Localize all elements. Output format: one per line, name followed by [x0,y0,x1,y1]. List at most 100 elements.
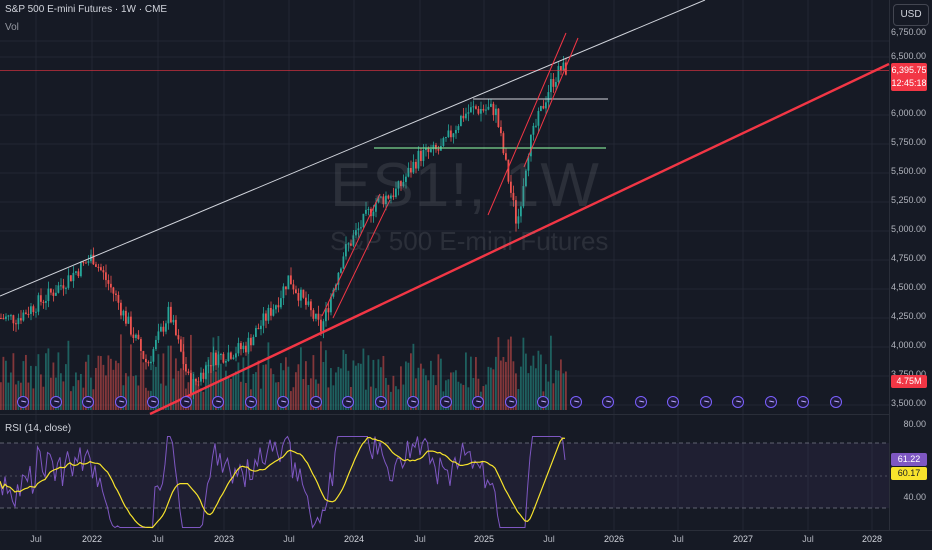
economic-event-icon[interactable] [764,396,777,408]
economic-event-icon[interactable] [439,396,452,408]
economic-event-icon[interactable] [147,396,159,408]
economic-event-icon[interactable] [114,396,127,408]
volume-bar [427,380,430,410]
symbol-title[interactable]: S&P 500 E-mini Futures · 1W · CME [5,4,168,15]
volume-bar [230,378,232,410]
candle-body [60,285,62,287]
candle-body [137,334,140,340]
volume-bar [450,372,452,410]
volume-bar [405,361,407,410]
volume-bar [155,366,157,410]
candle-body [505,153,507,160]
volume-bar [212,337,215,410]
candle-body [212,352,215,367]
volume-bar [327,387,330,410]
economic-event-icon[interactable] [537,396,549,408]
candle-body [260,325,262,330]
currency-button[interactable]: USD [893,4,929,26]
volume-bar [152,364,155,410]
candle-body [7,315,10,317]
candle-body [75,271,77,273]
candle-body [447,130,450,138]
economic-event-icon[interactable] [602,396,614,408]
economic-event-icon[interactable] [699,396,712,408]
lower-trendline[interactable] [149,62,890,416]
candle-body [142,351,145,359]
candle-body [12,315,15,324]
volume-bar [132,376,135,410]
economic-event-icon[interactable] [569,396,582,408]
volume-bar [360,363,362,410]
volume-bar [507,339,510,410]
economic-event-icon[interactable] [244,396,257,408]
economic-event-icon[interactable] [277,396,289,408]
economic-event-icon[interactable] [82,396,94,408]
economic-event-icon[interactable] [407,396,419,408]
volume-bar [547,381,550,410]
candle-body [460,115,462,127]
time-axis-label: Jul [802,534,814,544]
economic-event-icon[interactable] [634,396,647,408]
volume-bar [497,337,500,410]
candle-body [507,159,510,182]
volume-bar [337,366,340,410]
economic-event-icon[interactable] [504,396,517,408]
candle-body [417,150,420,169]
economic-event-icon[interactable] [797,396,809,408]
channel-line-d[interactable] [523,37,579,168]
volume-bar [27,382,30,410]
volume-bar [35,366,37,410]
channel-line-b[interactable] [332,199,391,319]
economic-event-icon[interactable] [342,396,354,408]
economic-event-icon[interactable] [829,396,842,408]
volume-bar [105,375,107,410]
time-axis-label: Jul [414,534,426,544]
volume-legend[interactable]: Vol [5,22,19,33]
bar-countdown: 12:45:18 [891,78,927,88]
candle-body [525,170,527,187]
candle-body [132,334,135,338]
candle-body [537,111,540,126]
time-axis-label: Jul [283,534,295,544]
economic-event-icon[interactable] [179,396,192,408]
volume-bar [305,361,307,410]
economic-event-icon[interactable] [212,396,224,408]
candle-body [330,296,332,313]
economic-event-icon[interactable] [667,396,679,408]
candle-body [380,196,382,198]
economic-event-icon[interactable] [49,396,62,408]
time-axis-label: Jul [543,534,555,544]
upper-trendline[interactable] [0,0,706,297]
price-axis-label: 5,250.00 [890,195,926,205]
volume-bar [560,359,562,410]
candle-body [372,211,375,217]
candle-body [122,310,125,316]
candle-body [565,62,567,75]
volume-bar [200,388,202,410]
volume-bar [447,379,450,410]
volume-bar [197,383,200,410]
candle-body [357,228,360,231]
channel-line-a[interactable] [321,193,381,317]
volume-bar [355,365,357,410]
candle-body [547,92,550,103]
channel-line-c[interactable] [487,32,567,216]
volume-bar [275,382,277,410]
economic-event-icon[interactable] [17,396,29,408]
candle-body [277,305,280,308]
rsi-line [0,435,566,529]
economic-event-icon[interactable] [472,396,484,408]
candle-body [220,354,222,356]
volume-bar [62,381,65,410]
volume-bar [247,344,250,410]
volume-bar [112,369,115,410]
economic-event-icon[interactable] [374,396,387,408]
rsi-legend[interactable]: RSI (14, close) [5,423,72,434]
economic-event-icon[interactable] [309,396,322,408]
economic-event-icon[interactable] [732,396,744,408]
candle-body [152,349,155,362]
volume-bar [270,368,272,410]
volume-bar [235,371,237,410]
watermark-name: S&P 500 E-mini Futures [330,226,609,256]
